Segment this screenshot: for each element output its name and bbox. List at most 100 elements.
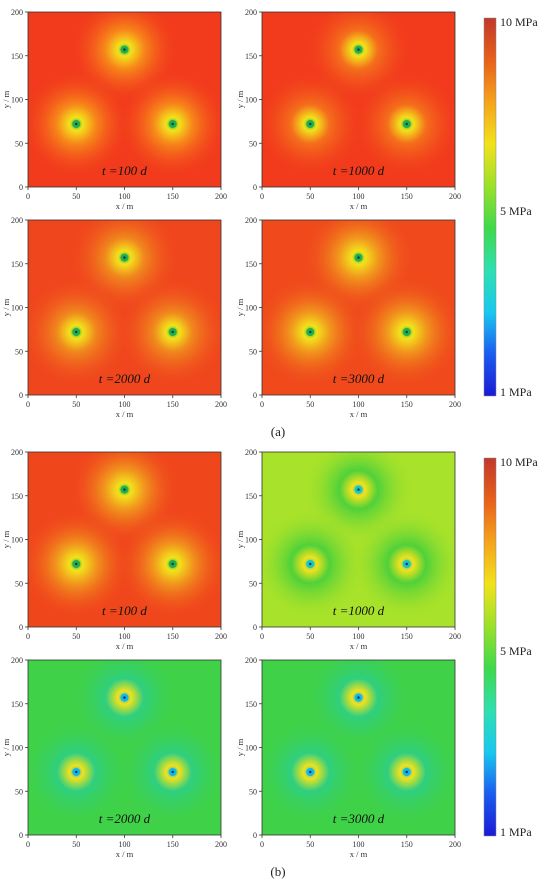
y-tick-label: 0	[253, 391, 257, 400]
well-point	[123, 256, 126, 259]
y-tick-label: 200	[11, 448, 23, 457]
y-tick-label: 100	[11, 536, 23, 545]
y-tick-label: 150	[245, 260, 257, 269]
y-tick-label: 0	[19, 183, 23, 192]
colorbar	[483, 17, 497, 397]
y-axis-label: y / m	[1, 738, 11, 756]
well-point	[405, 770, 408, 774]
well-point	[75, 330, 78, 334]
x-tick-label: 50	[306, 632, 314, 641]
y-axis-label: y / m	[1, 298, 11, 316]
x-tick-label: 150	[167, 192, 179, 201]
x-tick-label: 50	[306, 192, 314, 201]
y-tick-label: 150	[245, 700, 257, 709]
y-tick-label: 100	[245, 304, 257, 313]
well-point	[171, 562, 174, 566]
colorbar-min-label: 1 MPa	[500, 385, 532, 399]
x-tick-label: 0	[260, 840, 264, 849]
contour-panel: 0 50 100 150 200 0 50 100 150 200 x / m y / m t =200…	[1, 216, 227, 419]
time-label: t =100 d	[102, 603, 147, 618]
x-axis-label: x / m	[116, 201, 134, 211]
contour-panel: 0 50 100 150 200 0 50 100 150 200 x / m y / m t =100…	[235, 8, 461, 211]
y-tick-label: 100	[245, 536, 257, 545]
colorbar-mid-label: 5 MPa	[500, 204, 532, 218]
y-tick-label: 200	[245, 448, 257, 457]
y-tick-label: 50	[249, 347, 257, 356]
well-point	[171, 770, 174, 774]
y-tick-label: 150	[245, 52, 257, 61]
y-tick-label: 200	[11, 656, 23, 665]
x-axis-label: x / m	[116, 849, 134, 859]
time-label: t =1000 d	[333, 163, 385, 178]
x-tick-label: 50	[306, 400, 314, 409]
contour-panel: 0 50 100 150 200 0 50 100 150 200 x / m y / m t =300…	[235, 216, 461, 419]
y-tick-label: 200	[245, 216, 257, 225]
y-tick-label: 0	[19, 623, 23, 632]
y-tick-label: 50	[249, 579, 257, 588]
y-tick-label: 150	[11, 492, 23, 501]
x-tick-label: 200	[215, 840, 227, 849]
x-axis-label: x / m	[350, 641, 368, 651]
x-tick-label: 150	[401, 192, 413, 201]
y-tick-label: 100	[11, 96, 23, 105]
x-tick-label: 50	[72, 632, 80, 641]
x-tick-label: 0	[26, 632, 30, 641]
x-tick-label: 200	[215, 192, 227, 201]
x-tick-label: 150	[167, 632, 179, 641]
colorbar-max-label: 10 MPa	[500, 455, 538, 469]
contour-panel: 0 50 100 150 200 0 50 100 150 200 x / m y / m t =100…	[1, 448, 227, 651]
x-tick-label: 100	[119, 632, 131, 641]
x-tick-label: 200	[449, 840, 461, 849]
y-tick-label: 200	[11, 216, 23, 225]
well-point	[357, 696, 360, 699]
well-point	[309, 330, 312, 334]
x-tick-label: 100	[353, 632, 365, 641]
x-tick-label: 200	[215, 400, 227, 409]
x-tick-label: 0	[26, 400, 30, 409]
y-axis-label: y / m	[235, 90, 245, 108]
time-label: t =1000 d	[333, 603, 385, 618]
y-tick-label: 200	[245, 656, 257, 665]
x-tick-label: 50	[72, 840, 80, 849]
x-axis-label: x / m	[350, 201, 368, 211]
y-axis-label: y / m	[235, 530, 245, 548]
time-label: t =100 d	[102, 163, 147, 178]
y-axis-label: y / m	[1, 90, 11, 108]
x-tick-label: 150	[401, 400, 413, 409]
x-tick-label: 100	[119, 840, 131, 849]
colorbar-min-label: 1 MPa	[500, 825, 532, 839]
well-point	[357, 48, 360, 51]
x-axis-label: x / m	[350, 849, 368, 859]
y-axis-label: y / m	[1, 530, 11, 548]
y-tick-label: 0	[253, 831, 257, 840]
well-point	[357, 488, 360, 491]
x-tick-label: 100	[353, 192, 365, 201]
y-tick-label: 150	[245, 492, 257, 501]
y-tick-label: 100	[11, 744, 23, 753]
x-tick-label: 100	[353, 840, 365, 849]
x-tick-label: 200	[449, 192, 461, 201]
well-point	[123, 48, 126, 51]
y-tick-label: 50	[15, 347, 23, 356]
y-tick-label: 150	[11, 260, 23, 269]
y-tick-label: 0	[253, 623, 257, 632]
figure-caption: (b)	[270, 864, 285, 879]
well-point	[405, 562, 408, 566]
x-tick-label: 150	[167, 840, 179, 849]
y-tick-label: 200	[11, 8, 23, 17]
x-tick-label: 0	[260, 192, 264, 201]
contour-panel: 0 50 100 150 200 0 50 100 150 200 x / m y / m t =200…	[1, 656, 227, 859]
x-tick-label: 50	[72, 400, 80, 409]
y-tick-label: 100	[245, 96, 257, 105]
x-tick-label: 200	[215, 632, 227, 641]
well-point	[405, 330, 408, 334]
x-axis-label: x / m	[116, 641, 134, 651]
x-tick-label: 0	[26, 840, 30, 849]
contour-panel: 0 50 100 150 200 0 50 100 150 200 x / m y / m t =100…	[1, 8, 227, 211]
y-tick-label: 150	[11, 52, 23, 61]
y-tick-label: 0	[19, 391, 23, 400]
well-point	[123, 696, 126, 699]
well-point	[357, 256, 360, 259]
colorbar	[483, 457, 497, 837]
